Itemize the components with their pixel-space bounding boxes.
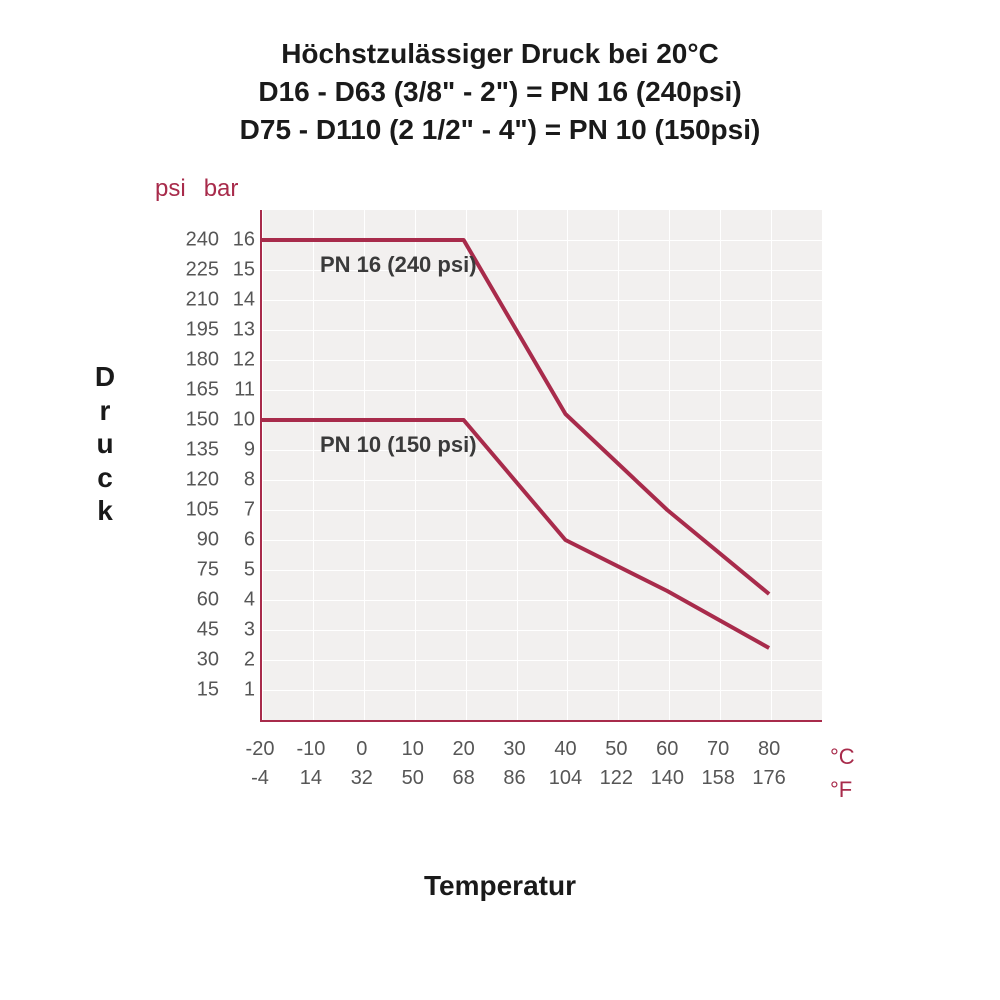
y-tick-psi: 75 xyxy=(197,559,219,582)
x-tick-f: 86 xyxy=(493,764,537,793)
x-tick-c: 10 xyxy=(391,735,435,764)
x-tick-c: 30 xyxy=(493,735,537,764)
x-tick-f: 68 xyxy=(442,764,486,793)
x-tick-f: 122 xyxy=(594,764,638,793)
x-axis-title: Temperatur xyxy=(0,870,1000,902)
x-tick-f: 176 xyxy=(747,764,791,793)
y-tick-bar: 9 xyxy=(229,439,255,462)
y-tick-bar: 3 xyxy=(229,619,255,642)
x-tick-f: 50 xyxy=(391,764,435,793)
header-line-2: D16 - D63 (3/8" - 2") = PN 16 (240psi) xyxy=(0,73,1000,111)
y-tick-psi: 135 xyxy=(186,439,219,462)
y-tick-psi: 210 xyxy=(186,289,219,312)
y-tick-bar: 1 xyxy=(229,679,255,702)
y-tick-psi: 240 xyxy=(186,229,219,252)
y-tick-bar: 11 xyxy=(229,379,255,402)
series-label-pn16: PN 16 (240 psi) xyxy=(320,252,477,278)
y-tick-psi: 180 xyxy=(186,349,219,372)
y-unit-bar: bar xyxy=(204,175,239,203)
y-tick-psi: 30 xyxy=(197,649,219,672)
y-tick-psi: 45 xyxy=(197,619,219,642)
y-tick-bar: 7 xyxy=(229,499,255,522)
x-unit-c: °C xyxy=(830,740,855,773)
x-tick-c: -10 xyxy=(289,735,333,764)
y-axis-unit-header: psi bar xyxy=(155,175,265,203)
x-tick-f: 32 xyxy=(340,764,384,793)
y-tick-bar: 14 xyxy=(229,289,255,312)
series-line xyxy=(260,240,769,594)
header-line-1: Höchstzulässiger Druck bei 20°C xyxy=(0,35,1000,73)
y-tick-bar: 12 xyxy=(229,349,255,372)
y-tick-psi: 120 xyxy=(186,469,219,492)
y-tick-bar: 13 xyxy=(229,319,255,342)
y-tick-psi: 165 xyxy=(186,379,219,402)
y-tick-psi: 195 xyxy=(186,319,219,342)
pressure-temperature-chart: PN 16 (240 psi) PN 10 (150 psi) xyxy=(260,210,820,720)
x-tick-f: 158 xyxy=(696,764,740,793)
y-tick-bar: 4 xyxy=(229,589,255,612)
chart-lines xyxy=(260,210,820,720)
x-tick-c: 0 xyxy=(340,735,384,764)
y-tick-psi: 105 xyxy=(186,499,219,522)
x-tick-f: -4 xyxy=(238,764,282,793)
y-tick-bar: 5 xyxy=(229,559,255,582)
x-tick-c: 60 xyxy=(645,735,689,764)
y-tick-bar: 6 xyxy=(229,529,255,552)
x-tick-c: 70 xyxy=(696,735,740,764)
x-tick-c: 40 xyxy=(543,735,587,764)
series-label-pn10: PN 10 (150 psi) xyxy=(320,432,477,458)
x-unit-f: °F xyxy=(830,773,855,806)
y-tick-psi: 60 xyxy=(197,589,219,612)
x-tick-c: -20 xyxy=(238,735,282,764)
y-axis-tick-labels: 15 1 30 2 45 3 60 4 75 5 90 6 105 7 120 8 135 9 150 10 165 11… xyxy=(135,210,255,720)
y-unit-psi: psi xyxy=(155,175,186,203)
y-axis-title: Druck xyxy=(90,360,120,528)
y-tick-psi: 150 xyxy=(186,409,219,432)
x-tick-c: 20 xyxy=(442,735,486,764)
y-tick-bar: 16 xyxy=(229,229,255,252)
y-tick-psi: 225 xyxy=(186,259,219,282)
x-tick-f: 104 xyxy=(543,764,587,793)
y-tick-bar: 2 xyxy=(229,649,255,672)
x-tick-f: 14 xyxy=(289,764,333,793)
y-tick-bar: 15 xyxy=(229,259,255,282)
y-tick-psi: 15 xyxy=(197,679,219,702)
x-axis-unit-labels: °C °F xyxy=(830,740,855,806)
header-line-3: D75 - D110 (2 1/2" - 4") = PN 10 (150psi… xyxy=(0,111,1000,149)
y-tick-bar: 8 xyxy=(229,469,255,492)
y-tick-bar: 10 xyxy=(229,409,255,432)
y-tick-psi: 90 xyxy=(197,529,219,552)
x-tick-c: 80 xyxy=(747,735,791,764)
x-tick-c: 50 xyxy=(594,735,638,764)
x-tick-f: 140 xyxy=(645,764,689,793)
header-block: Höchstzulässiger Druck bei 20°C D16 - D6… xyxy=(0,35,1000,148)
